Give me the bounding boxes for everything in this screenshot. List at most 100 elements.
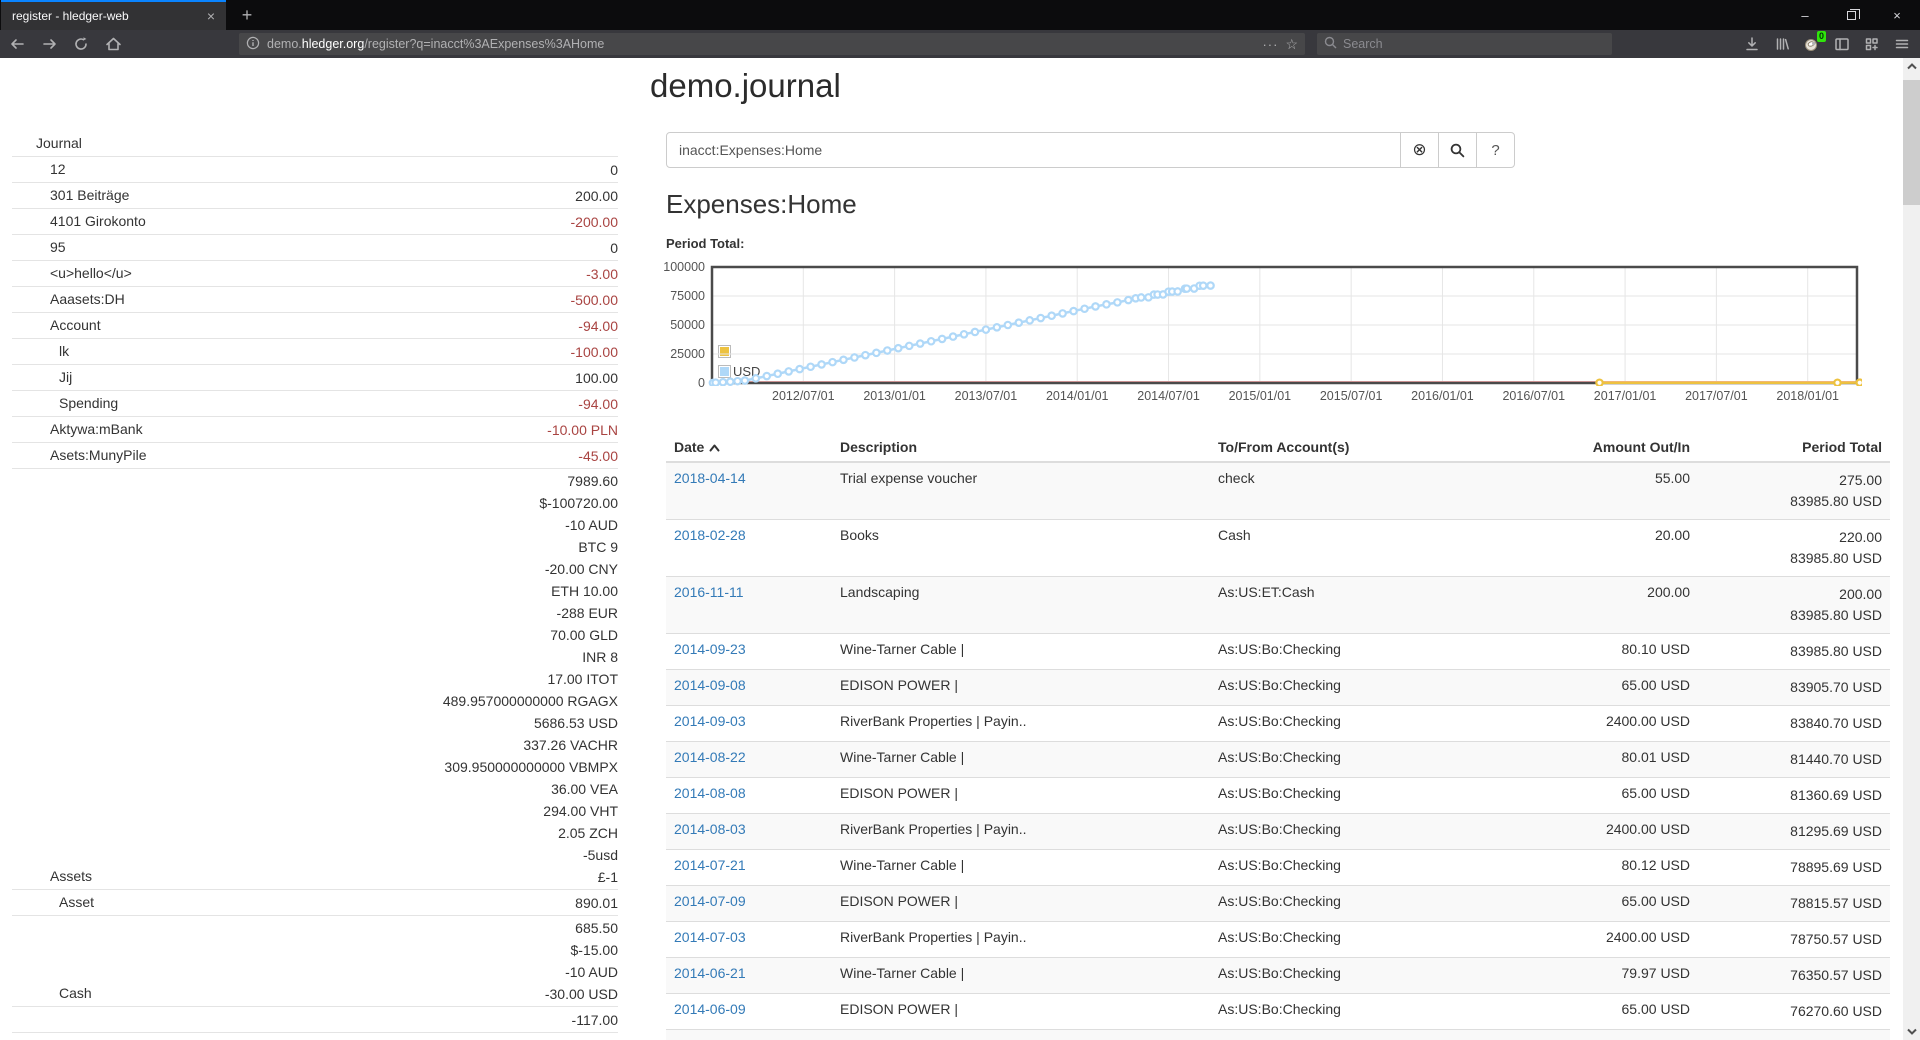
transaction-date-link[interactable]: 2014-06-03 bbox=[674, 1037, 746, 1040]
bookmark-star-icon[interactable]: ☆ bbox=[1285, 35, 1298, 52]
sidebar-account-row[interactable]: -117.00 bbox=[12, 1007, 618, 1033]
transaction-date-link[interactable]: 2014-07-21 bbox=[674, 857, 746, 873]
transaction-date-link[interactable]: 2014-09-23 bbox=[674, 641, 746, 657]
account-name[interactable]: Spending bbox=[59, 395, 119, 411]
account-name[interactable]: Asets:MunyPile bbox=[50, 447, 147, 463]
browser-search-bar[interactable]: Search bbox=[1317, 33, 1612, 55]
scrollbar-down-icon[interactable] bbox=[1903, 1023, 1920, 1039]
account-name[interactable]: 4101 Girokonto bbox=[50, 213, 146, 229]
account-name[interactable]: Aktywa:mBank bbox=[50, 421, 143, 437]
account-name[interactable]: 95 bbox=[50, 239, 66, 255]
sidebar-account-row[interactable]: Asset 890.01 bbox=[12, 890, 618, 916]
sidebar-journal-link[interactable]: Journal bbox=[12, 131, 618, 157]
library-icon[interactable] bbox=[1770, 32, 1793, 56]
sidebar-account-row[interactable]: <u>hello</u> -3.00 bbox=[12, 261, 618, 287]
account-name[interactable]: Asset bbox=[59, 894, 95, 910]
page-scrollbar[interactable] bbox=[1903, 58, 1920, 1040]
sidebar-account-row[interactable]: 95 0 bbox=[12, 235, 618, 261]
register-row[interactable]: 2014-06-03 RiverBank Properties | Payin..… bbox=[666, 1029, 1890, 1040]
column-label: Date bbox=[674, 439, 705, 455]
transaction-date-link[interactable]: 2018-02-28 bbox=[674, 527, 746, 543]
account-name[interactable]: lk bbox=[59, 343, 70, 359]
sidebar-account-row[interactable]: Account -94.00 bbox=[12, 313, 618, 339]
account-name[interactable]: 12 bbox=[50, 161, 66, 177]
transaction-date-link[interactable]: 2016-11-11 bbox=[674, 584, 744, 600]
register-row[interactable]: 2014-09-08 EDISON POWER | As:US:Bo:Checkin… bbox=[666, 669, 1890, 706]
register-row[interactable]: 2016-11-11 Landscaping As:US:ET:Cash 200.00… bbox=[666, 576, 1890, 634]
browser-tab[interactable]: register - hledger-web × bbox=[1, 0, 226, 30]
transaction-date-link[interactable]: 2014-08-08 bbox=[674, 785, 746, 801]
window-controls: – × bbox=[1782, 0, 1920, 30]
account-name[interactable]: <u>hello</u> bbox=[50, 265, 132, 281]
account-balance: -200.00 bbox=[571, 211, 618, 233]
clear-query-button[interactable]: ⊗ bbox=[1400, 132, 1439, 168]
y-tick-label: 100000 bbox=[663, 260, 705, 274]
sidebar-account-row[interactable]: lk -100.00 bbox=[12, 339, 618, 365]
transaction-date-link[interactable]: 2014-06-21 bbox=[674, 965, 746, 981]
register-row[interactable]: 2014-09-23 Wine-Tarner Cable | As:US:Bo:Ch… bbox=[666, 633, 1890, 670]
transaction-date-link[interactable]: 2018-04-14 bbox=[674, 470, 746, 486]
register-row[interactable]: 2014-08-22 Wine-Tarner Cable | As:US:Bo:Ch… bbox=[666, 741, 1890, 778]
transaction-date-link[interactable]: 2014-07-09 bbox=[674, 893, 746, 909]
register-row[interactable]: 2018-02-28 Books Cash 20.00 220.00 83985.80 U… bbox=[666, 519, 1890, 577]
menu-hamburger-icon[interactable] bbox=[1890, 32, 1913, 56]
sidebar-account-row[interactable]: Jij 100.00 bbox=[12, 365, 618, 391]
x-tick-label: 2012/07/01 bbox=[772, 389, 835, 403]
scrollbar-thumb[interactable] bbox=[1903, 80, 1920, 205]
sidebar-account-row[interactable]: Cash 685.50 $-15.00 -10 AUD -30.00 USD bbox=[12, 916, 618, 1007]
register-row[interactable]: 2014-07-03 RiverBank Properties | Payin..… bbox=[666, 921, 1890, 958]
register-row[interactable]: 2014-07-21 Wine-Tarner Cable | As:US:Bo:Ch… bbox=[666, 849, 1890, 886]
restore-button[interactable] bbox=[1828, 0, 1874, 30]
transaction-date-link[interactable]: 2014-09-08 bbox=[674, 677, 746, 693]
search-submit-button[interactable] bbox=[1438, 132, 1477, 168]
column-header-date[interactable]: Date bbox=[666, 433, 832, 463]
minimize-button[interactable]: – bbox=[1801, 7, 1809, 23]
transaction-date-link[interactable]: 2014-09-03 bbox=[674, 713, 746, 729]
date-cell: 2014-09-23 bbox=[666, 633, 832, 670]
sidebar-account-row[interactable]: Aktywa:mBank -10.00 PLN bbox=[12, 417, 618, 443]
page-actions-icon[interactable]: ··· bbox=[1262, 36, 1279, 52]
tab-close-icon[interactable]: × bbox=[206, 8, 215, 24]
new-tab-button[interactable]: + bbox=[241, 4, 253, 25]
register-row[interactable]: 2014-08-03 RiverBank Properties | Payin..… bbox=[666, 813, 1890, 850]
account-name[interactable]: Cash bbox=[59, 985, 92, 1001]
account-name[interactable]: Account bbox=[50, 317, 101, 333]
sidebar-account-row[interactable]: Assets 7989.60 $-100720.00 -10 AUD BTC 9 -20.… bbox=[12, 469, 618, 890]
home-icon[interactable] bbox=[104, 35, 122, 53]
close-window-button[interactable]: × bbox=[1893, 7, 1901, 23]
transaction-date-link[interactable]: 2014-08-22 bbox=[674, 749, 746, 765]
account-name[interactable]: Aaasets:DH bbox=[50, 291, 125, 307]
site-info-icon[interactable] bbox=[246, 36, 260, 53]
reload-icon[interactable] bbox=[72, 35, 90, 53]
account-name[interactable]: Assets bbox=[50, 868, 93, 884]
transaction-date-link[interactable]: 2014-07-03 bbox=[674, 929, 746, 945]
register-row[interactable]: 2014-08-08 EDISON POWER | As:US:Bo:Checkin… bbox=[666, 777, 1890, 814]
register-row[interactable]: 2018-04-14 Trial expense voucher check 55.0… bbox=[666, 461, 1890, 520]
account-name[interactable]: 301 Beiträge bbox=[50, 187, 130, 203]
grid-apps-icon[interactable] bbox=[1860, 32, 1883, 56]
register-row[interactable]: 2014-07-09 EDISON POWER | As:US:Bo:Checkin… bbox=[666, 885, 1890, 922]
extension-icon[interactable]: 0 bbox=[1800, 31, 1826, 56]
query-input[interactable] bbox=[666, 132, 1401, 168]
sidebar-account-row[interactable]: 4101 Girokonto -200.00 bbox=[12, 209, 618, 235]
y-tick-label: 25000 bbox=[670, 347, 705, 361]
account-name[interactable]: Journal bbox=[36, 135, 82, 151]
register-row[interactable]: 2014-09-03 RiverBank Properties | Payin..… bbox=[666, 705, 1890, 742]
register-row[interactable]: 2014-06-21 Wine-Tarner Cable | As:US:Bo:Ch… bbox=[666, 957, 1890, 994]
scrollbar-up-icon[interactable] bbox=[1903, 58, 1920, 74]
account-name[interactable]: Jij bbox=[59, 369, 73, 385]
transaction-date-link[interactable]: 2014-08-03 bbox=[674, 821, 746, 837]
transaction-date-link[interactable]: 2014-06-09 bbox=[674, 1001, 746, 1017]
back-icon[interactable] bbox=[8, 35, 26, 53]
search-help-button[interactable]: ? bbox=[1476, 132, 1515, 168]
sidebars-icon[interactable] bbox=[1830, 32, 1853, 56]
sidebar-account-row[interactable]: 301 Beiträge 200.00 bbox=[12, 183, 618, 209]
sidebar-account-row[interactable]: 12 0 bbox=[12, 157, 618, 183]
sidebar-account-row[interactable]: Asets:MunyPile -45.00 bbox=[12, 443, 618, 469]
forward-icon[interactable] bbox=[40, 35, 58, 53]
url-bar[interactable]: demo.hledger.org/register?q=inacct%3AExp… bbox=[239, 33, 1305, 55]
sidebar-account-row[interactable]: Spending -94.00 bbox=[12, 391, 618, 417]
register-row[interactable]: 2014-06-09 EDISON POWER | As:US:Bo:Checkin… bbox=[666, 993, 1890, 1030]
downloads-icon[interactable] bbox=[1740, 32, 1763, 56]
sidebar-account-row[interactable]: Aaasets:DH -500.00 bbox=[12, 287, 618, 313]
